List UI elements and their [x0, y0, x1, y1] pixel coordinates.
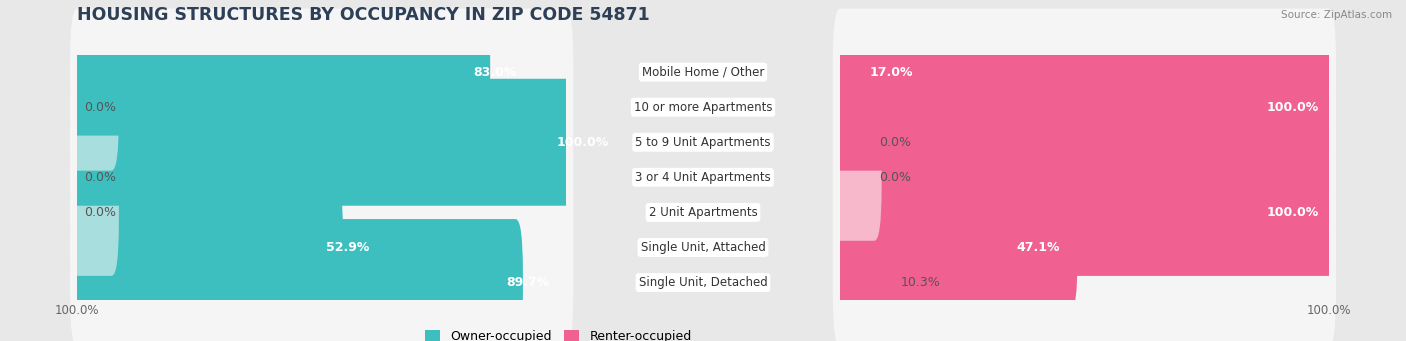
Text: 0.0%: 0.0%: [879, 171, 911, 184]
FancyBboxPatch shape: [832, 44, 1336, 170]
FancyBboxPatch shape: [70, 184, 574, 311]
FancyBboxPatch shape: [832, 114, 882, 241]
FancyBboxPatch shape: [70, 149, 120, 276]
Text: 100.0%: 100.0%: [1267, 101, 1319, 114]
Text: 0.0%: 0.0%: [84, 171, 117, 184]
FancyBboxPatch shape: [70, 9, 574, 136]
FancyBboxPatch shape: [70, 114, 574, 241]
Text: 10 or more Apartments: 10 or more Apartments: [634, 101, 772, 114]
Text: HOUSING STRUCTURES BY OCCUPANCY IN ZIP CODE 54871: HOUSING STRUCTURES BY OCCUPANCY IN ZIP C…: [77, 6, 650, 24]
FancyBboxPatch shape: [832, 149, 1336, 276]
Text: 0.0%: 0.0%: [879, 136, 911, 149]
FancyBboxPatch shape: [70, 149, 574, 276]
Text: 0.0%: 0.0%: [84, 101, 117, 114]
FancyBboxPatch shape: [70, 79, 574, 206]
FancyBboxPatch shape: [832, 184, 1077, 311]
Legend: Owner-occupied, Renter-occupied: Owner-occupied, Renter-occupied: [420, 325, 697, 341]
FancyBboxPatch shape: [832, 219, 898, 341]
Text: Single Unit, Attached: Single Unit, Attached: [641, 241, 765, 254]
Text: Single Unit, Detached: Single Unit, Detached: [638, 276, 768, 289]
Text: 5 to 9 Unit Apartments: 5 to 9 Unit Apartments: [636, 136, 770, 149]
FancyBboxPatch shape: [70, 219, 574, 341]
Text: 89.7%: 89.7%: [506, 276, 550, 289]
FancyBboxPatch shape: [832, 184, 1336, 311]
FancyBboxPatch shape: [70, 44, 120, 170]
FancyBboxPatch shape: [832, 9, 931, 136]
Text: Mobile Home / Other: Mobile Home / Other: [641, 65, 765, 78]
FancyBboxPatch shape: [70, 79, 574, 206]
FancyBboxPatch shape: [832, 44, 1336, 170]
Text: 10.3%: 10.3%: [900, 276, 941, 289]
FancyBboxPatch shape: [70, 114, 120, 241]
Text: 83.0%: 83.0%: [472, 65, 516, 78]
Text: 17.0%: 17.0%: [870, 65, 914, 78]
FancyBboxPatch shape: [70, 184, 343, 311]
Text: 3 or 4 Unit Apartments: 3 or 4 Unit Apartments: [636, 171, 770, 184]
FancyBboxPatch shape: [832, 114, 1336, 241]
FancyBboxPatch shape: [70, 9, 491, 136]
Text: 100.0%: 100.0%: [557, 136, 609, 149]
FancyBboxPatch shape: [832, 219, 1336, 341]
FancyBboxPatch shape: [832, 79, 882, 206]
FancyBboxPatch shape: [70, 219, 523, 341]
Text: 52.9%: 52.9%: [326, 241, 370, 254]
FancyBboxPatch shape: [70, 44, 574, 170]
Text: 2 Unit Apartments: 2 Unit Apartments: [648, 206, 758, 219]
Text: Source: ZipAtlas.com: Source: ZipAtlas.com: [1281, 10, 1392, 20]
FancyBboxPatch shape: [832, 9, 1336, 136]
Text: 100.0%: 100.0%: [1267, 206, 1319, 219]
Text: 47.1%: 47.1%: [1017, 241, 1060, 254]
FancyBboxPatch shape: [832, 149, 1336, 276]
FancyBboxPatch shape: [832, 79, 1336, 206]
Text: 0.0%: 0.0%: [84, 206, 117, 219]
